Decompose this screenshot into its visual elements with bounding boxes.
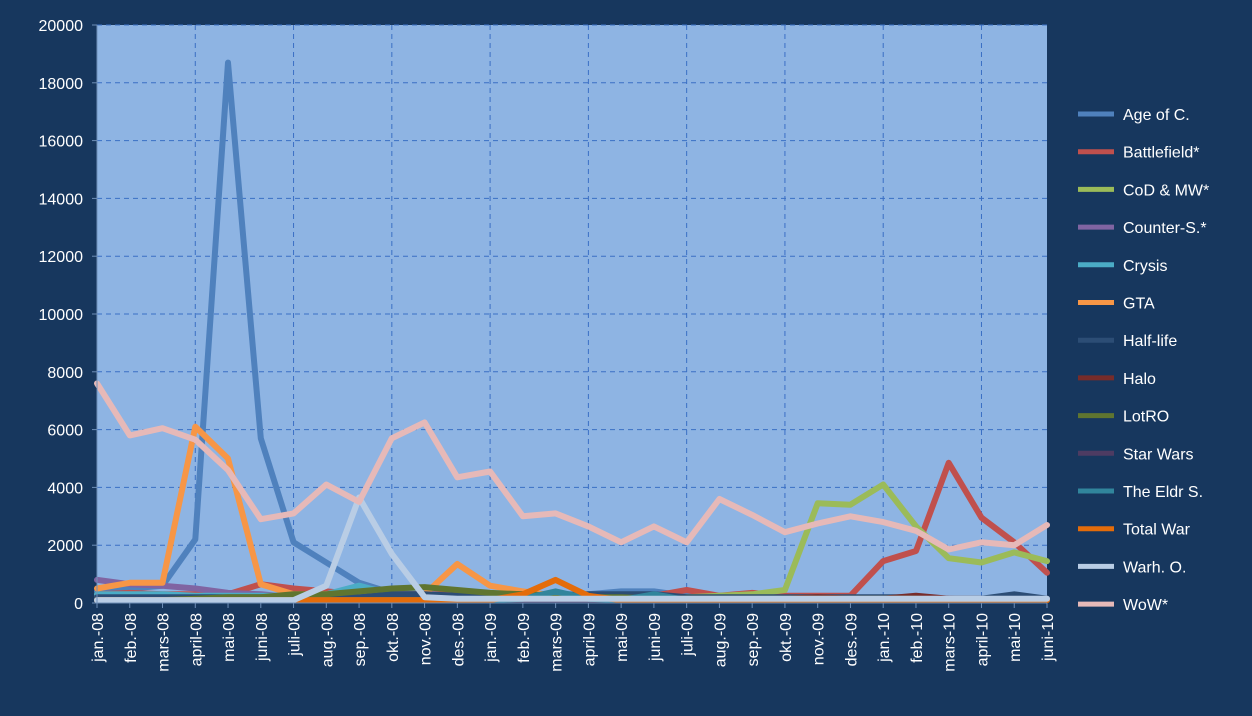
x-tick-label: juni-09 [647,613,664,662]
legend-label: Half-life [1123,333,1177,350]
series-line-warh-o [94,494,1050,604]
series-lines [94,59,1050,604]
x-tick-label: jan.-10 [876,613,893,663]
legend-label: Counter-S.* [1123,220,1207,237]
x-tick-label: nov.-09 [811,613,828,665]
x-tick-label: nov.-08 [418,613,435,665]
legend: Age of C. Battlefield* CoD & MW* Counter-S.… [1078,107,1209,614]
legend-label: Halo [1123,371,1156,388]
x-tick-label: okt.-08 [385,613,402,662]
y-axis-ticks: 0 2000 4000 6000 8000 10000 12000 14000 16000 180… [39,18,97,613]
legend-label: Battlefield* [1123,145,1200,162]
x-tick-label: feb.-09 [516,613,533,663]
x-tick-label: mai-10 [1007,613,1024,662]
x-tick-label: juli-09 [680,613,697,657]
series-line-wow [94,380,1050,553]
legend-label: Total War [1123,522,1191,539]
x-tick-label: feb.-08 [123,613,140,663]
x-tick-label: okt.-09 [778,613,795,662]
x-tick-label: jan.-09 [483,613,500,663]
x-tick-label: des.-08 [450,613,467,666]
x-tick-label: april-08 [188,613,205,666]
legend-label: Star Wars [1123,446,1194,463]
y-tick-label: 6000 [47,423,83,440]
y-tick-label: 14000 [39,191,84,208]
y-tick-label: 20000 [39,18,84,35]
x-tick-label: mars-09 [549,613,566,672]
y-tick-label: 4000 [47,480,83,497]
x-tick-label: aug.-09 [712,613,729,667]
x-tick-label: juni-10 [1040,613,1057,662]
legend-label: LotRO [1123,409,1169,426]
y-tick-label: 0 [74,596,83,613]
legend-label: Crysis [1123,258,1167,275]
x-tick-label: mai-09 [614,613,631,662]
legend-label: The Eldr S. [1123,484,1203,501]
x-tick-label: mai-08 [221,613,238,662]
x-tick-label: jan.-08 [90,613,107,663]
x-axis-ticks: jan.-08 feb.-08 mars-08 april-08 mai-08 juni-… [90,603,1057,672]
x-tick-label: feb.-10 [909,613,926,663]
legend-label: CoD & MW* [1123,182,1209,199]
x-tick-label: mars-08 [156,613,173,672]
x-tick-label: april-09 [581,613,598,666]
y-tick-label: 18000 [39,76,84,93]
y-tick-label: 16000 [39,134,84,151]
x-tick-label: sep.-08 [352,613,369,666]
y-tick-label: 10000 [39,307,84,324]
x-tick-label: sep.-09 [745,613,762,666]
x-tick-label: aug.-08 [319,613,336,667]
legend-label: Warh. O. [1123,559,1186,576]
legend-label: Age of C. [1123,107,1190,124]
y-tick-label: 12000 [39,249,84,266]
legend-label: WoW* [1123,597,1168,614]
x-tick-label: des.-09 [843,613,860,666]
x-tick-label: april-10 [974,613,991,666]
x-tick-label: juli-08 [287,613,304,657]
y-tick-label: 8000 [47,365,83,382]
x-tick-label: mars-10 [942,613,959,672]
y-tick-label: 2000 [47,538,83,555]
legend-label: GTA [1123,296,1155,313]
x-tick-label: juni-08 [254,613,271,662]
